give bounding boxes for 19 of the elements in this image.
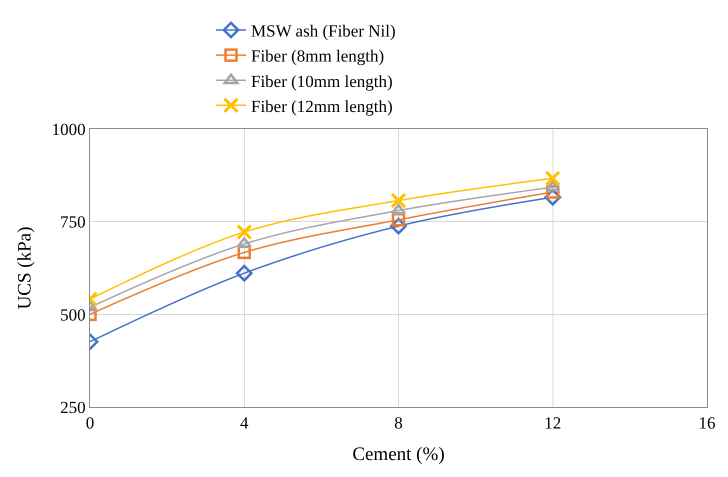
y-tick-label: 500 [60,305,86,324]
y-tick-label: 250 [60,398,86,417]
point [390,192,406,209]
x-tick-label: 16 [698,413,716,432]
legend-label: Fiber (8mm length) [251,46,384,66]
point [390,204,406,215]
y-axis-title: UCS (kPa) [14,226,36,310]
x-tick-label: 12 [544,413,562,432]
point [545,180,560,192]
x-tick-label: 8 [394,413,403,432]
point [544,170,561,186]
x-tick-label: 0 [86,413,94,432]
legend-label: Fiber (12mm length) [251,96,393,116]
x-axis-title: Cement (%) [352,444,445,466]
y-tick-label: 750 [60,212,86,232]
legend-label: MSW ash (Fiber Nil) [251,22,396,41]
x-tick-label: 4 [240,413,249,432]
y-tick-label: 1000 [52,120,86,139]
legend-label: Fiber (10mm length) [251,72,393,91]
